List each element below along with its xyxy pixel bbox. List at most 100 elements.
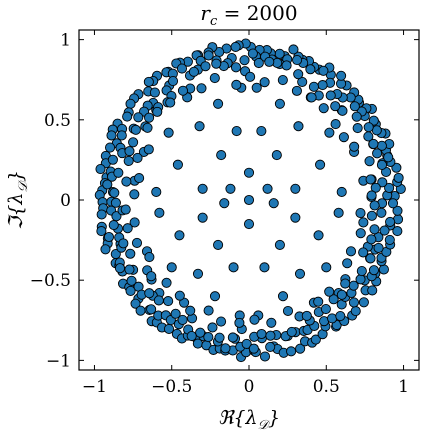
data-point (163, 296, 174, 307)
data-point (161, 277, 172, 288)
data-point (288, 44, 299, 55)
data-point (324, 286, 335, 297)
data-point (186, 330, 197, 342)
data-point (293, 121, 304, 132)
data-point (364, 156, 375, 167)
data-point (144, 252, 155, 263)
data-point (277, 74, 288, 86)
data-point (121, 176, 132, 187)
data-point (132, 152, 143, 163)
data-point (153, 295, 164, 306)
data-point (231, 125, 242, 137)
data-point (351, 111, 362, 122)
data-point (103, 231, 115, 243)
data-point (337, 105, 348, 116)
data-point (335, 310, 346, 322)
data-point (96, 209, 107, 220)
data-point (262, 183, 273, 194)
data-point (228, 262, 239, 273)
data-point (211, 58, 222, 69)
data-point (377, 177, 388, 188)
data-point (185, 305, 196, 316)
data-point (310, 334, 321, 345)
data-point (243, 167, 255, 178)
data-point (120, 204, 131, 215)
data-point (154, 207, 165, 218)
data-point (214, 332, 225, 343)
data-point (196, 83, 207, 94)
data-point (368, 265, 380, 276)
data-point (241, 338, 252, 349)
data-point (134, 173, 145, 184)
data-point (355, 228, 366, 239)
data-point (363, 131, 374, 142)
data-point (166, 262, 177, 273)
data-point (321, 262, 332, 273)
data-point (318, 103, 329, 114)
data-point (151, 186, 162, 198)
chart-title-sub: c (210, 14, 218, 29)
data-point (207, 322, 218, 333)
data-point (274, 98, 285, 109)
data-point (146, 271, 157, 282)
data-point (259, 77, 270, 88)
data-point (126, 275, 137, 286)
x-axis-title-var: λ (245, 407, 258, 429)
chart-title-var: r (200, 1, 211, 25)
data-point (129, 217, 140, 228)
data-point (230, 41, 241, 53)
data-point (266, 317, 277, 328)
data-point (131, 237, 143, 248)
data-point (144, 288, 155, 299)
data-point (102, 179, 113, 190)
data-point (366, 234, 377, 245)
data-point (118, 238, 129, 249)
data-point (142, 122, 153, 133)
data-point (174, 290, 185, 301)
data-point (320, 303, 331, 315)
data-point (336, 70, 347, 81)
y-tick-label: 0.5 (44, 111, 71, 131)
data-point (271, 150, 282, 161)
data-point (350, 306, 361, 317)
data-point (383, 152, 394, 163)
chart-title: rc = 2000 (200, 1, 297, 29)
data-point (342, 258, 353, 269)
data-point (393, 172, 404, 183)
data-point (365, 174, 376, 185)
data-point (282, 305, 294, 317)
data-point (247, 48, 258, 59)
data-point (177, 314, 188, 325)
data-point (370, 182, 381, 193)
data-point (174, 230, 185, 241)
data-point (107, 154, 118, 165)
data-point (349, 101, 360, 112)
data-point (358, 247, 369, 258)
data-point (251, 82, 262, 93)
data-point (96, 226, 107, 237)
data-point (368, 138, 379, 150)
data-point (216, 316, 227, 327)
data-point (200, 61, 211, 72)
data-point (143, 76, 154, 87)
data-point (274, 239, 285, 250)
data-point (293, 69, 304, 80)
data-point (109, 187, 120, 198)
data-point (216, 150, 227, 161)
data-point (368, 115, 379, 126)
x-axis-title-close: } (268, 407, 280, 429)
data-point (391, 162, 402, 173)
data-point (369, 224, 380, 235)
y-axis: −1 −0.5 0 0.5 1 (30, 31, 419, 371)
data-point (294, 268, 306, 279)
data-point (376, 159, 388, 171)
data-point (317, 80, 328, 91)
data-point (225, 183, 236, 194)
data-point (110, 197, 121, 208)
data-point (100, 244, 111, 255)
data-point (243, 219, 255, 230)
y-axis-title: ℑ{λ𝒟} (5, 170, 31, 230)
data-point (230, 62, 242, 73)
data-point (356, 266, 367, 277)
data-point (363, 122, 374, 133)
